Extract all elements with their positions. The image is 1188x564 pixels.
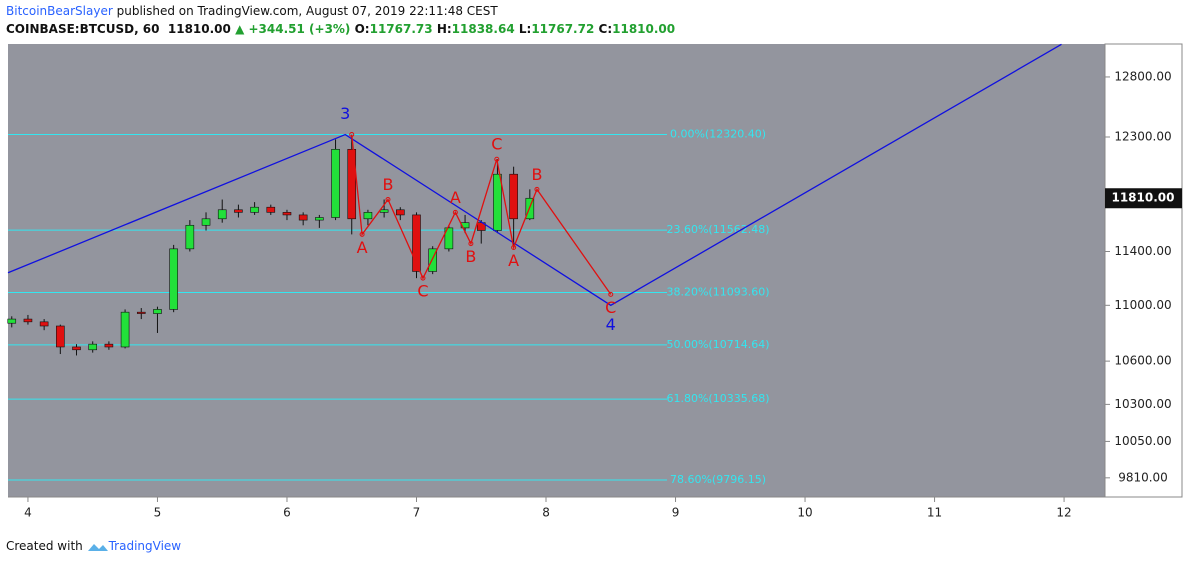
wave-label: A bbox=[357, 238, 368, 257]
high: 11838.64 bbox=[451, 22, 515, 36]
wave-point bbox=[608, 291, 614, 297]
wave-label: B bbox=[531, 165, 542, 184]
candle-body bbox=[315, 217, 324, 221]
chart: 12800.00 12300.00 11400.00 11000.00 10600.00… bbox=[7, 43, 1183, 520]
y-tick-label: 10050.00 bbox=[1114, 434, 1171, 448]
candle-body bbox=[185, 224, 195, 250]
symbol: COINBASE:BTCUSD, 60 bbox=[6, 22, 160, 36]
x-tick-label: 8 bbox=[542, 506, 550, 520]
candle-body bbox=[39, 321, 49, 327]
candle-body bbox=[56, 325, 65, 348]
author[interactable]: BitcoinBearSlayer bbox=[6, 4, 113, 18]
x-tick-label: 7 bbox=[413, 506, 421, 520]
candle-body bbox=[88, 343, 98, 351]
fib-label: 38.20%(11093.60) bbox=[666, 286, 769, 299]
candle-body bbox=[396, 209, 405, 216]
wave-point bbox=[349, 132, 355, 138]
x-tick-label: 12 bbox=[1056, 506, 1071, 520]
candle-body bbox=[266, 206, 276, 213]
candle-body bbox=[509, 173, 518, 220]
logo bbox=[87, 543, 108, 551]
fib-label: 61.80%(10335.68) bbox=[666, 392, 769, 405]
y-tick-label: 11000.00 bbox=[1114, 298, 1171, 312]
wave-point bbox=[452, 209, 458, 215]
published: published on TradingView.com, August 07,… bbox=[116, 4, 498, 18]
wave-point bbox=[468, 241, 474, 247]
candle-body bbox=[234, 209, 243, 213]
candle-body bbox=[444, 227, 454, 250]
x-tick-label: 4 bbox=[24, 506, 32, 520]
candle-body bbox=[217, 209, 227, 220]
x-tick-label: 6 bbox=[283, 506, 291, 520]
candle-body bbox=[363, 212, 373, 220]
created: Created with bbox=[6, 539, 83, 553]
wave-point bbox=[511, 245, 517, 251]
candle-body bbox=[7, 318, 17, 324]
y-tick-label: 11400.00 bbox=[1114, 244, 1171, 258]
fib-label: 23.60%(11562.48) bbox=[666, 223, 769, 236]
o-label: O: bbox=[354, 22, 370, 36]
wave-point bbox=[534, 186, 540, 192]
fib-label: 50.00%(10714.64) bbox=[666, 338, 769, 351]
y-tick-label: 10600.00 bbox=[1114, 354, 1171, 368]
candle-body bbox=[23, 318, 33, 323]
y-tick-label: 9810.00 bbox=[1118, 470, 1168, 484]
candle-body bbox=[428, 248, 437, 272]
wave-label: 3 bbox=[340, 104, 350, 123]
low: 11767.72 bbox=[531, 22, 595, 36]
candle-body bbox=[493, 173, 502, 231]
wave-point bbox=[385, 197, 391, 203]
x-tick-label: 5 bbox=[154, 506, 162, 520]
h-label: H: bbox=[436, 22, 452, 36]
candle-body bbox=[347, 148, 357, 220]
candle-body bbox=[169, 248, 178, 310]
candle-body bbox=[153, 309, 162, 314]
fib-label: 0.00%(12320.40) bbox=[670, 127, 766, 140]
wave-label: B bbox=[465, 247, 476, 266]
wave-label: A bbox=[450, 188, 461, 207]
last-price-label: 11810.00 bbox=[1111, 191, 1174, 205]
x-tick-label: 11 bbox=[927, 506, 942, 520]
wave-point bbox=[420, 275, 426, 281]
candle-body bbox=[104, 343, 114, 348]
x-tick-label: 9 bbox=[672, 506, 680, 520]
wave-line bbox=[351, 134, 612, 295]
wave-label: C bbox=[417, 282, 428, 301]
last: 11810.00 bbox=[167, 22, 231, 36]
candle-body bbox=[201, 218, 211, 226]
wave-label: B bbox=[383, 175, 394, 194]
brand[interactable]: TradingView bbox=[108, 539, 182, 553]
y-tick-label: 12800.00 bbox=[1114, 69, 1171, 83]
price-axis bbox=[1104, 43, 1183, 498]
x-tick-label: 10 bbox=[797, 506, 812, 520]
fib-label: 78.60%(9796.15) bbox=[670, 473, 766, 486]
l-label: L: bbox=[518, 22, 532, 36]
header-line: BitcoinBearSlayer published on TradingVi… bbox=[6, 4, 498, 18]
close: 11810.00 bbox=[612, 22, 676, 36]
candle-body bbox=[298, 214, 308, 221]
candle-body bbox=[72, 346, 81, 351]
y-tick-label: 10300.00 bbox=[1114, 397, 1171, 411]
wave-label: C bbox=[605, 298, 616, 317]
y-tick-label: 12300.00 bbox=[1114, 129, 1171, 143]
open: 11767.73 bbox=[369, 22, 433, 36]
wave-label: 4 bbox=[606, 315, 616, 334]
candle-body bbox=[412, 214, 421, 272]
candle-body bbox=[250, 206, 259, 213]
candle-body bbox=[120, 311, 130, 348]
candle-body bbox=[136, 311, 146, 314]
wave-point bbox=[359, 231, 365, 237]
c-label: C: bbox=[598, 22, 613, 36]
wave-label: C bbox=[491, 135, 502, 154]
footer: Created with TradingView bbox=[6, 539, 181, 553]
candle-body bbox=[379, 209, 389, 213]
last-price-box bbox=[1105, 188, 1182, 209]
wave-point bbox=[494, 156, 500, 162]
candle-body bbox=[331, 148, 340, 218]
candle-body bbox=[282, 212, 292, 216]
wave-label: A bbox=[508, 251, 519, 270]
change: ▲ +344.51 (+3%) bbox=[235, 22, 351, 36]
ohlc-line: COINBASE:BTCUSD, 60 11810.00 ▲ +344.51 (… bbox=[6, 22, 675, 36]
